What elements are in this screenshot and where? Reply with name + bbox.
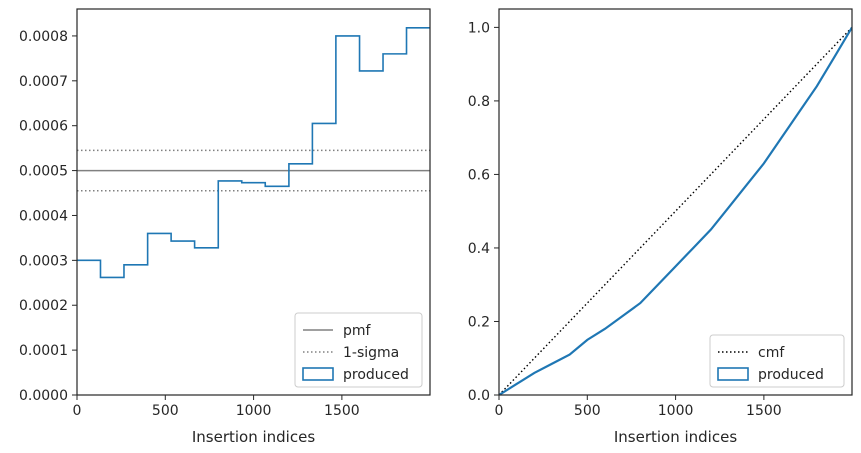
x-tick-label: 1000 <box>658 403 694 419</box>
plot-area <box>499 26 852 395</box>
y-tick-label: 0.4 <box>468 241 490 257</box>
legend: cmf produced <box>709 334 845 388</box>
x-tick-label: 0 <box>495 403 504 419</box>
left-panel-pmf: 0 500 1000 1500 0.0000 0.0001 0.0002 0.0003 0.00… <box>19 8 431 446</box>
legend-label-produced: produced <box>758 367 824 383</box>
legend-label-pmf: pmf <box>343 323 372 339</box>
y-tick-label: 0.0001 <box>19 343 68 359</box>
plot-area <box>77 27 430 279</box>
right-panel-cmf: 0 500 1000 1500 0.0 0.2 0.4 0.6 0.8 1.0 Insertion … <box>468 8 853 446</box>
produced-histogram <box>77 27 430 279</box>
x-tick-label: 500 <box>152 403 179 419</box>
x-axis-label: Insertion indices <box>614 428 737 446</box>
y-tick-label: 0.0002 <box>19 298 68 314</box>
x-tick-label: 1000 <box>236 403 272 419</box>
x-tick-label: 1500 <box>324 403 360 419</box>
y-tick-label: 0.0007 <box>19 74 68 90</box>
x-tick-label: 500 <box>574 403 601 419</box>
y-tick-label: 0.0008 <box>19 29 68 45</box>
y-tick-label: 0.8 <box>468 94 490 110</box>
legend-handle-produced <box>302 367 334 381</box>
legend: pmf 1-sigma produced <box>294 312 423 388</box>
legend-label-1-sigma: 1-sigma <box>343 345 399 361</box>
y-tick-label: 0.2 <box>468 314 490 330</box>
cmf-line <box>499 26 852 395</box>
x-tick-label: 1500 <box>746 403 782 419</box>
y-tick-label: 0.6 <box>468 167 490 183</box>
y-tick-label: 0.0000 <box>19 388 68 404</box>
legend-label-cmf: cmf <box>758 345 785 361</box>
legend-handle-produced <box>717 367 749 381</box>
x-tick-label: 0 <box>73 403 82 419</box>
y-tick-label: 1.0 <box>468 20 490 36</box>
legend-box <box>709 334 845 388</box>
y-tick-label: 0.0 <box>468 388 490 404</box>
y-tick-label: 0.0006 <box>19 119 68 135</box>
x-axis-label: Insertion indices <box>192 428 315 446</box>
y-tick-label: 0.0005 <box>19 164 68 180</box>
y-tick-label: 0.0003 <box>19 253 68 269</box>
y-tick-label: 0.0004 <box>19 208 68 224</box>
produced-cumulative-line <box>499 26 852 395</box>
legend-label-produced: produced <box>343 367 409 383</box>
